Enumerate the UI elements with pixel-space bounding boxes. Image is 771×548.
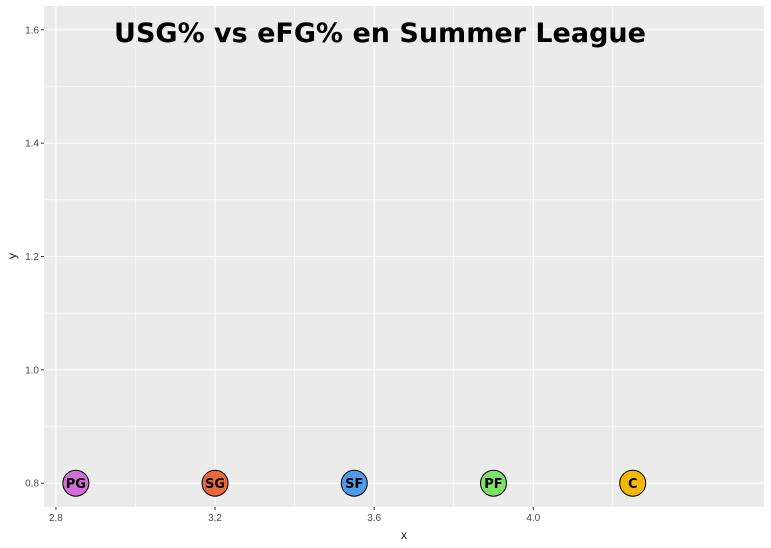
x-tick-label: 2.8: [49, 513, 63, 524]
point-label-pg: PG: [66, 477, 86, 492]
y-tick-label: 1.6: [25, 25, 39, 36]
y-tick-label: 1.0: [25, 365, 39, 376]
point-label-c: C: [628, 477, 638, 492]
point-marker-sg: [201, 469, 229, 497]
point-marker-pg: [62, 469, 90, 497]
y-tick-label: 1.4: [25, 139, 39, 150]
x-tick-label: 3.2: [208, 513, 222, 524]
x-tick-label: 4.0: [526, 513, 540, 524]
x-axis-title: x: [401, 528, 407, 542]
chart-title: USG% vs eFG% en Summer League: [114, 18, 646, 49]
y-tick-label: 0.8: [25, 479, 39, 490]
point-label-sg: SG: [205, 477, 225, 492]
gridlines: [44, 6, 764, 507]
point-label-sf: SF: [345, 477, 363, 492]
point-marker-pf: [480, 469, 508, 497]
point-label-pf: PF: [484, 477, 502, 492]
x-tick-label: 3.6: [367, 513, 381, 524]
data-points: PG SG SF PF C: [62, 469, 647, 497]
y-tick-label: 1.2: [25, 252, 39, 263]
point-marker-c: [619, 469, 647, 497]
axis-ticks: 2.8 3.2 3.6 4.0 0.8 1.0 1.2 1.4 1.6: [25, 25, 541, 524]
point-marker-sf: [340, 469, 368, 497]
y-axis-title: y: [5, 253, 19, 259]
